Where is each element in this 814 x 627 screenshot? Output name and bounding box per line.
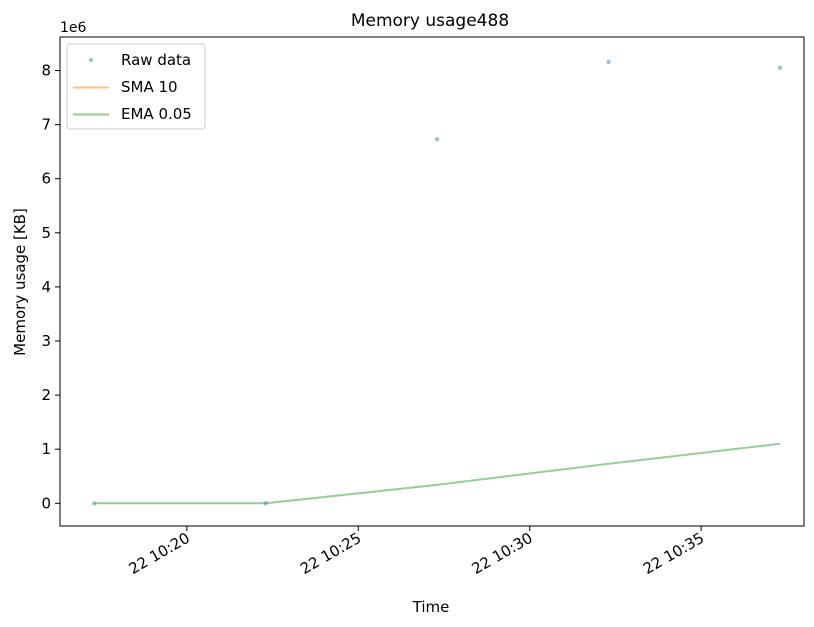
y-tick-label: 8 — [41, 62, 51, 80]
legend-label: Raw data — [121, 51, 191, 69]
plot-area — [92, 59, 783, 506]
legend-label: EMA 0.05 — [121, 105, 192, 123]
axes-frame — [59, 36, 805, 527]
y-tick-label: 3 — [41, 332, 51, 350]
x-axis: 22 10:20 22 10:25 22 10:30 22 10:35 — [126, 526, 707, 578]
chart-title: Memory usage488 — [351, 11, 509, 31]
y-axis: 0 1 2 3 4 5 6 7 8 — [41, 62, 60, 512]
x-tick-label: 22 10:35 — [640, 529, 707, 578]
x-tick-label: 22 10:25 — [297, 529, 364, 578]
raw-data-point — [434, 137, 440, 142]
y-tick-label: 1 — [41, 440, 51, 458]
raw-data-point — [606, 59, 611, 65]
raw-data-point — [777, 65, 783, 71]
y-tick-label: 2 — [41, 386, 51, 404]
series-line-2 — [94, 442, 781, 505]
y-tick-label: 6 — [41, 170, 51, 188]
legend-label: SMA 10 — [121, 78, 178, 96]
x-tick-label: 22 10:30 — [469, 529, 536, 578]
y-tick-label: 0 — [41, 494, 51, 512]
x-tick-label: 22 10:20 — [126, 529, 193, 578]
x-axis-label: Time — [412, 598, 450, 616]
y-tick-label: 5 — [41, 224, 51, 242]
legend-marker-raw-data — [88, 57, 94, 63]
legend: Raw data SMA 10 EMA 0.05 — [66, 43, 206, 130]
y-tick-label: 7 — [41, 116, 51, 134]
y-offset-label: 1e6 — [60, 20, 87, 36]
y-axis-label: Memory usage [KB] — [11, 208, 29, 356]
y-tick-label: 4 — [41, 278, 51, 296]
legend-box — [66, 43, 206, 130]
